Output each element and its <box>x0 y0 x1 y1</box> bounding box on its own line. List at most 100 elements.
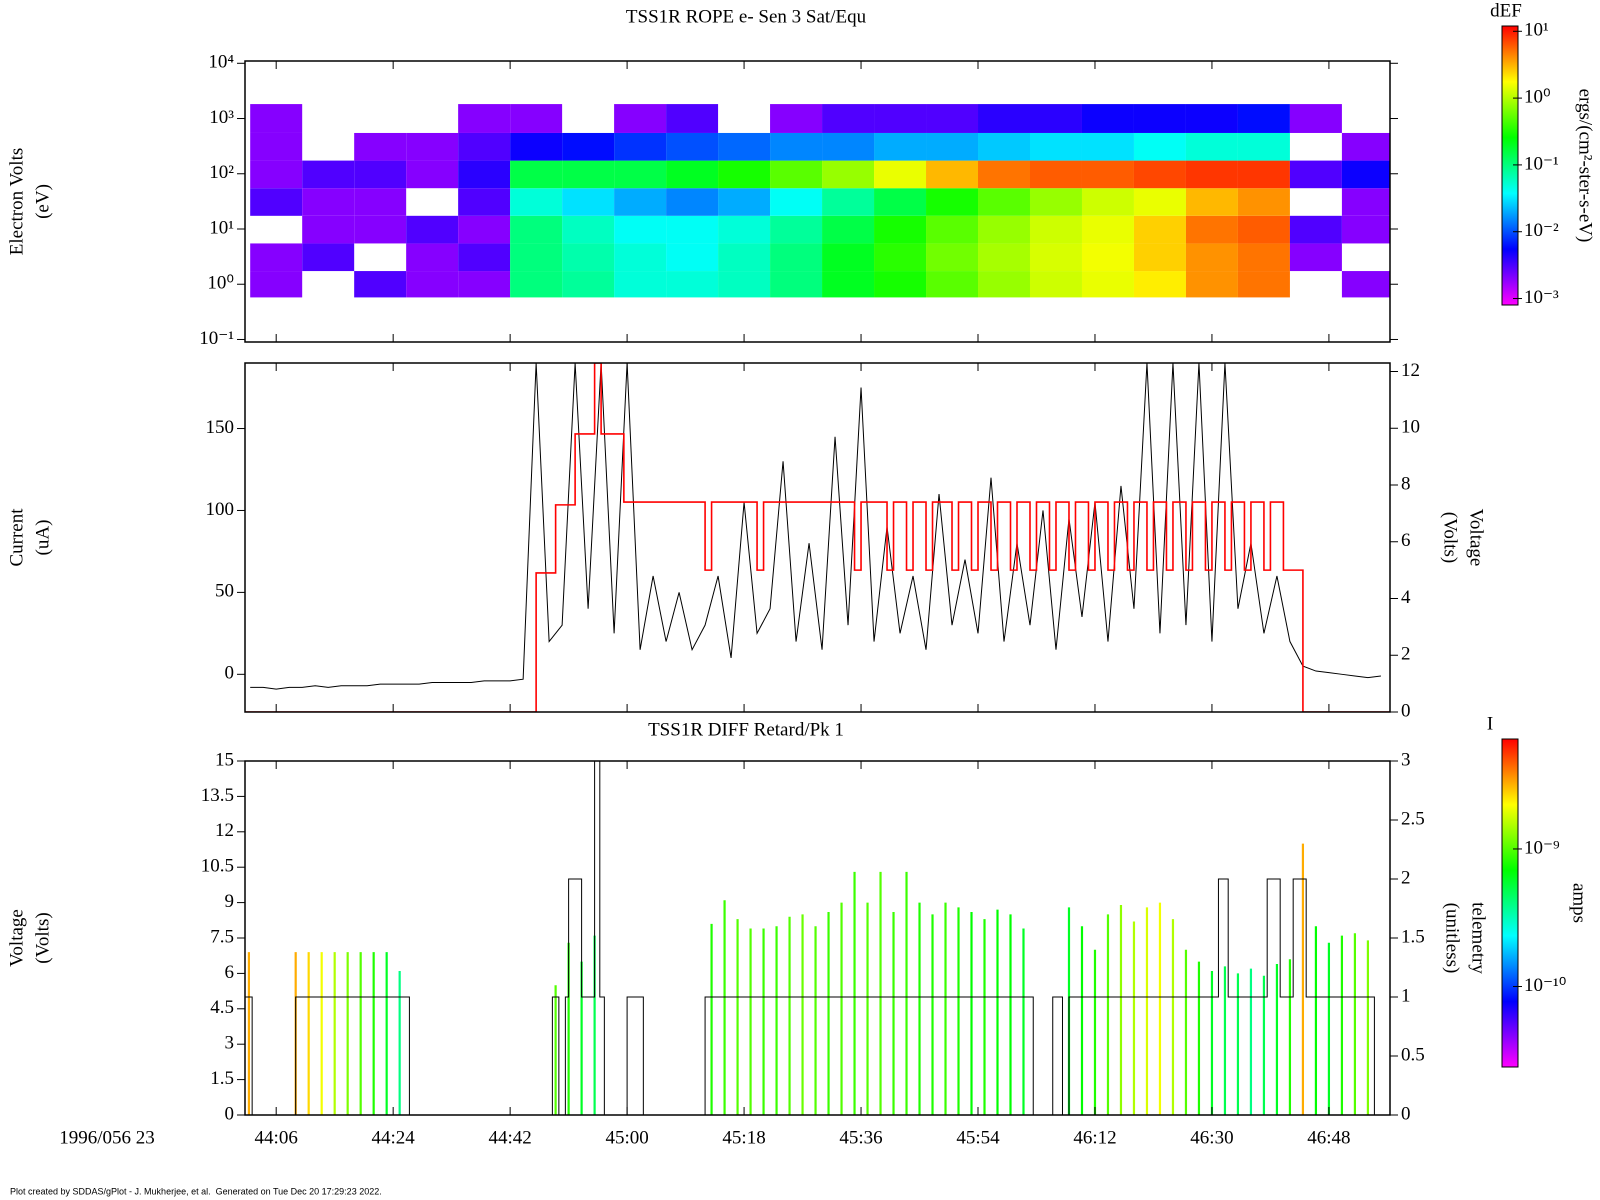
spectrogram-cell <box>874 132 927 161</box>
y-tick-label: 6 <box>225 962 235 983</box>
spectrogram-cell <box>822 160 875 189</box>
spectrogram-cell <box>614 215 667 244</box>
spectrogram-cell <box>406 215 459 244</box>
x-tick-label: 44:42 <box>488 1127 531 1148</box>
colorbar-label: amps <box>1569 883 1590 923</box>
spectrogram-cell <box>302 188 355 216</box>
spectrogram-cell <box>614 271 667 298</box>
colorbar-tick-label: 10¹ <box>1524 20 1549 41</box>
y2-axis-label: Voltage <box>1466 509 1487 567</box>
y2-tick-label: 1 <box>1401 985 1411 1006</box>
y-tick-label: 50 <box>215 581 234 602</box>
spectrogram-cell <box>1185 243 1238 272</box>
spectrogram-cell <box>510 160 563 189</box>
spectrogram-cell <box>1081 132 1134 161</box>
spectrogram-cell <box>718 132 771 161</box>
spectrogram-cell <box>250 271 303 298</box>
spectrogram-cell <box>770 215 823 244</box>
colorbar <box>1501 25 1519 306</box>
spectrogram-cell <box>510 243 563 272</box>
spectrogram-cell <box>874 160 927 189</box>
spectrogram-cell <box>718 271 771 298</box>
spectrogram-cell <box>1341 271 1390 298</box>
spectrogram-cell <box>822 188 875 216</box>
chart-title: TSS1R DIFF Retard/Pk 1 <box>648 719 844 740</box>
spectrogram-cell <box>666 188 719 216</box>
spectrogram-cell <box>562 271 615 298</box>
spectrogram-cell <box>562 132 615 161</box>
y2-tick-label: 4 <box>1401 587 1411 608</box>
spectrogram-cell <box>874 271 927 298</box>
spectrogram-cell <box>458 215 511 244</box>
x-tick-label: 45:00 <box>605 1127 648 1148</box>
y-tick-label: 10² <box>209 162 234 183</box>
spectrogram-cell <box>1029 160 1082 189</box>
spectrogram-cell <box>614 243 667 272</box>
spectrogram-cell <box>1185 160 1238 189</box>
spectrogram-cell <box>770 188 823 216</box>
y-tick-label: 10⁰ <box>207 273 234 294</box>
spectrogram-cell <box>1289 104 1342 133</box>
y2-tick-label: 10 <box>1401 417 1420 438</box>
spectrogram-cell <box>718 188 771 216</box>
spectrogram-cell <box>614 132 667 161</box>
spectrogram-cell <box>1081 188 1134 216</box>
spectrogram-cell <box>1185 104 1238 133</box>
spectrogram-cell <box>822 215 875 244</box>
spectrogram-cell <box>1341 160 1390 189</box>
spectrogram-cell <box>458 132 511 161</box>
y2-tick-label: 1.5 <box>1401 926 1425 947</box>
spectrogram-cell <box>1237 188 1290 216</box>
spectrogram-cell <box>874 188 927 216</box>
spectrogram-cell <box>978 243 1030 272</box>
spectrogram-cell <box>874 104 927 133</box>
spectrogram-cell <box>250 188 303 216</box>
spectrogram-cell <box>1237 271 1290 298</box>
spectrogram-cell <box>1081 271 1134 298</box>
footer: Plot created by SDDAS/gPlot - J. Mukherj… <box>10 1186 382 1196</box>
spectrogram-cell <box>1185 215 1238 244</box>
spectrogram-cell <box>666 215 719 244</box>
y-tick-label: 0 <box>225 663 235 684</box>
spectrogram-cell <box>250 104 303 133</box>
spectrogram-cell <box>1341 132 1390 161</box>
data-line <box>245 761 1390 1115</box>
x-tick-label: 46:30 <box>1190 1127 1233 1148</box>
data-line <box>250 363 1381 690</box>
spectrogram-cell <box>1081 104 1134 133</box>
spectrogram-cell <box>978 132 1030 161</box>
y-tick-label: 10⁻¹ <box>199 328 234 349</box>
spectrogram-cell <box>302 215 355 244</box>
spectrogram-cell <box>1081 160 1134 189</box>
spectrogram-cell <box>458 160 511 189</box>
y2-tick-label: 2.5 <box>1401 808 1425 829</box>
y-tick-label: 13.5 <box>201 785 234 806</box>
y2-axis-label: telemetry <box>1468 902 1489 974</box>
spectrogram-cell <box>614 160 667 189</box>
spectrogram-cell <box>666 132 719 161</box>
x-tick-label: 44:24 <box>372 1127 416 1148</box>
colorbar-tick-label: 10⁻² <box>1524 220 1559 241</box>
spectrogram-cell <box>1133 215 1186 244</box>
spectrogram-cell <box>562 160 615 189</box>
spectrogram-cell <box>770 271 823 298</box>
colorbar-tick-label: 10⁰ <box>1524 86 1551 107</box>
x-tick-label: 44:06 <box>255 1127 298 1148</box>
spectrogram-cell <box>1133 188 1186 216</box>
spectrogram-cell <box>1029 132 1082 161</box>
spectrogram-cell <box>926 188 979 216</box>
spectrogram-cell <box>406 132 459 161</box>
spectrogram-cell <box>458 243 511 272</box>
colorbar-tick-label: 10⁻⁹ <box>1524 837 1560 858</box>
spectrogram-cell <box>822 132 875 161</box>
y2-tick-label: 2 <box>1401 867 1411 888</box>
spectrogram-cell <box>822 104 875 133</box>
spectrogram-cell <box>822 243 875 272</box>
spectrogram-cell <box>978 160 1030 189</box>
spectrogram-cell <box>1133 132 1186 161</box>
y-tick-label: 150 <box>206 417 235 438</box>
y-axis-unit: (Volts) <box>32 912 53 963</box>
y2-tick-label: 0 <box>1401 700 1411 721</box>
spectrogram-cell <box>510 132 563 161</box>
